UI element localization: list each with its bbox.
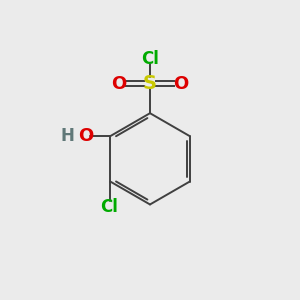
Text: O: O — [112, 75, 127, 93]
Text: Cl: Cl — [100, 198, 118, 216]
Text: S: S — [143, 74, 157, 93]
Text: H: H — [61, 127, 75, 145]
Text: Cl: Cl — [141, 50, 159, 68]
Text: O: O — [78, 127, 94, 145]
Text: O: O — [173, 75, 188, 93]
